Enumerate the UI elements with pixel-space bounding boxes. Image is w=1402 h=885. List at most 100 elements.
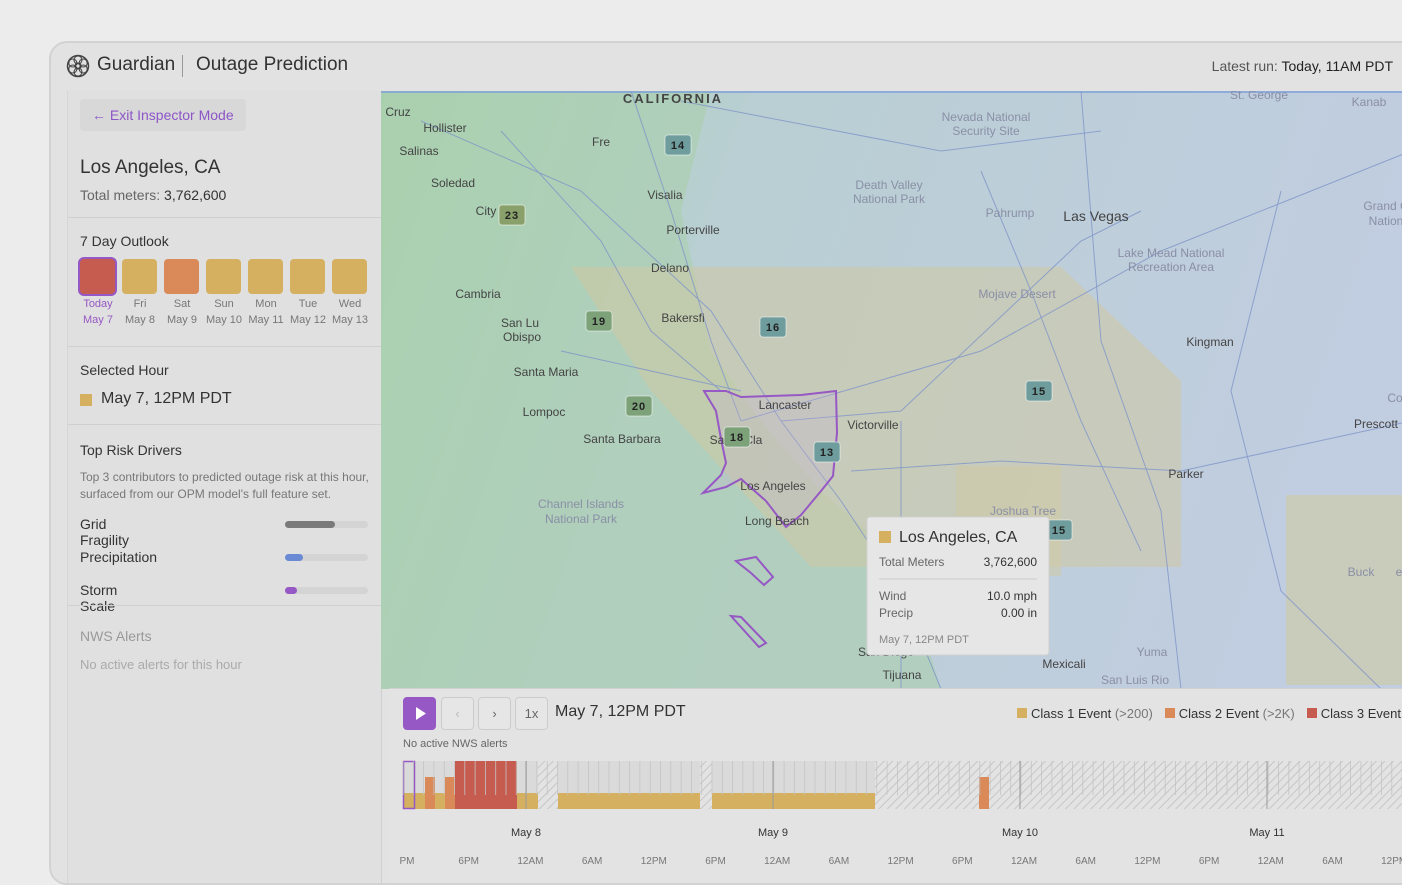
- marker-label: 23: [505, 210, 519, 222]
- selected-hour-title: Selected Hour: [80, 362, 169, 378]
- tooltip-value: 3,762,600: [984, 555, 1038, 569]
- selected-hour: May 7, 12PM PDT: [101, 390, 232, 408]
- driver-name: Precipitation: [80, 549, 157, 565]
- place-label: Co: [1387, 391, 1402, 405]
- marker-label: 20: [632, 401, 646, 413]
- place-label: Fre: [592, 135, 610, 149]
- hour-label: 12PM: [888, 856, 914, 867]
- driver-bar: [285, 521, 335, 528]
- divider: [182, 55, 183, 77]
- place-label: National Park: [545, 512, 618, 526]
- place-label: Recreation Area: [1128, 260, 1214, 274]
- place-label: Visalia: [647, 188, 682, 202]
- app-window: Guardian Outage Prediction Latest run: T…: [49, 41, 1402, 885]
- run-label: Latest run:: [1212, 58, 1278, 74]
- day-label: May 8: [511, 827, 541, 839]
- place-label: Delano: [651, 261, 689, 275]
- prev-button[interactable]: ‹: [441, 697, 474, 730]
- day-name: Sun: [203, 296, 245, 312]
- day-name: Fri: [119, 296, 161, 312]
- latest-run: Latest run: Today, 11AM PDT: [1212, 58, 1393, 74]
- marker-label: 13: [820, 447, 834, 459]
- meters-value: 3,762,600: [164, 187, 226, 203]
- place-label: San Luis Rio: [1101, 673, 1169, 687]
- tooltip: Los Angeles, CA Total Meters 3,762,600 W…: [867, 517, 1049, 655]
- risk-region: [1286, 495, 1402, 685]
- place-label: National Park: [853, 192, 926, 206]
- swatch: [80, 394, 92, 406]
- alerts-message: No active alerts for this hour: [80, 657, 242, 672]
- next-button[interactable]: ›: [478, 697, 511, 730]
- place-label: Pahrump: [986, 206, 1035, 220]
- page: Outage Prediction { "header": {"brand": …: [0, 0, 1402, 840]
- drivers-title: Top Risk Drivers: [80, 442, 182, 458]
- place-label: Lompoc: [523, 405, 566, 419]
- hour-label: 12AM: [764, 856, 790, 867]
- day-name: Wed: [329, 296, 371, 312]
- meters: Total meters: 3,762,600: [80, 187, 226, 203]
- legend-name: Class 1 Event: [1031, 706, 1111, 721]
- day-label: May 9: [758, 827, 788, 839]
- day-name: Sat: [161, 296, 203, 312]
- alerts-status: No active NWS alerts: [403, 738, 508, 750]
- tooltip-value: 0.00 in: [1001, 606, 1037, 620]
- driver-track: [285, 554, 368, 561]
- driver-name: Storm Scale: [80, 582, 117, 614]
- place-label: Prescott: [1354, 417, 1399, 431]
- tooltip-title: Los Angeles, CA: [899, 529, 1018, 546]
- map: CALIFORNIACruzHollisterSalinasSoledadCit…: [381, 91, 1402, 689]
- brand: Guardian: [97, 54, 175, 76]
- legend-name: Class 2 Event: [1179, 706, 1259, 721]
- place-label: Nation: [1369, 214, 1402, 228]
- divider: [68, 424, 381, 425]
- place-label: Cruz: [385, 105, 410, 119]
- outlook-title: 7 Day Outlook: [80, 233, 169, 249]
- legend-name: Class 3 Event: [1321, 706, 1401, 721]
- place-label: e: [1396, 565, 1402, 579]
- legend-range: (>2K): [1263, 706, 1295, 721]
- place-label: Lake Mead National: [1118, 246, 1225, 260]
- day-date: May 13: [329, 312, 371, 328]
- exit-button[interactable]: ← Exit Inspector Mode: [80, 99, 246, 131]
- day-date: May 9: [161, 312, 203, 328]
- legend-item: Class 2 Event (>2K): [1165, 706, 1295, 721]
- divider: [68, 217, 381, 218]
- hour-label: PM: [400, 856, 415, 867]
- place-label: Salinas: [399, 144, 438, 158]
- place-label: Bakersfi: [661, 311, 704, 325]
- speed-button[interactable]: 1x: [515, 697, 548, 730]
- tooltip-value: 10.0 mph: [987, 589, 1037, 603]
- day-name: Tue: [287, 296, 329, 312]
- hour-label: 12AM: [517, 856, 543, 867]
- place-label: Mexicali: [1042, 657, 1085, 671]
- place-label: Security Site: [952, 124, 1020, 138]
- marker-label: 16: [766, 322, 780, 334]
- place-label: CALIFORNIA: [623, 91, 723, 106]
- day-tile: [332, 259, 367, 294]
- sidebar: ← Exit Inspector Mode Los Angeles, CA To…: [67, 91, 382, 885]
- place-label: City: [476, 204, 497, 218]
- divider: [68, 605, 381, 606]
- event-bar: [712, 793, 875, 809]
- hour-label: 6PM: [458, 856, 479, 867]
- hour-label: 6AM: [1075, 856, 1096, 867]
- place-label: Obispo: [503, 330, 541, 344]
- day-date: May 11: [245, 312, 287, 328]
- play-button[interactable]: [403, 697, 436, 730]
- driver-track: [285, 521, 368, 528]
- event-bar: [558, 793, 700, 809]
- marker-label: 18: [730, 432, 744, 444]
- tooltip-label: Wind: [879, 589, 906, 603]
- hour-label: 6AM: [582, 856, 603, 867]
- place-label: Nevada National: [942, 110, 1031, 124]
- hour-label: 12PM: [1381, 856, 1402, 867]
- place-label: Grand C: [1363, 199, 1402, 213]
- marker-label: 15: [1052, 525, 1066, 537]
- place-label: Yuma: [1137, 645, 1168, 659]
- place-label: Kingman: [1186, 335, 1233, 349]
- tooltip-label: Total Meters: [879, 555, 944, 569]
- location: Los Angeles, CA: [80, 157, 220, 179]
- day-date: May 12: [287, 312, 329, 328]
- hour-label: 6PM: [952, 856, 973, 867]
